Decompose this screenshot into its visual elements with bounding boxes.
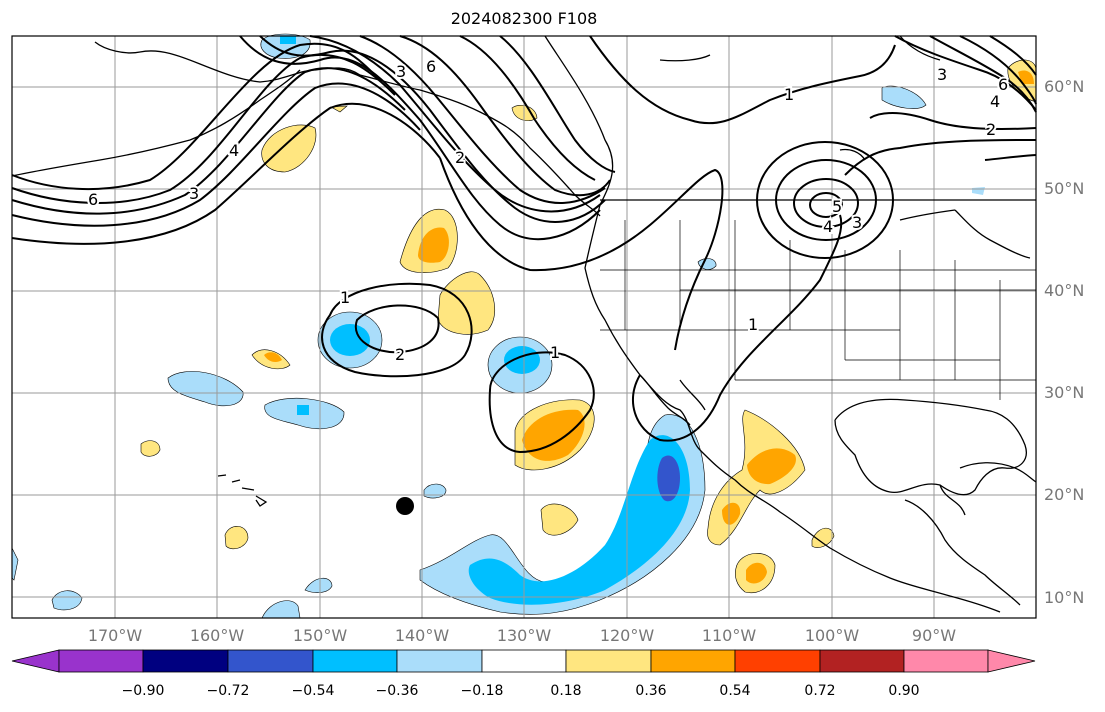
lat-label-20N: 20°N — [1044, 485, 1085, 504]
contour-label: 1 — [550, 343, 560, 362]
lon-label-110W: 110°W — [701, 626, 757, 645]
contour-label: 1 — [748, 315, 758, 334]
colorbar-tick: −0.36 — [375, 683, 419, 699]
contour-label: 2 — [986, 120, 996, 139]
lat-label-10N: 10°N — [1044, 588, 1085, 607]
lon-label-90W: 90°W — [911, 626, 957, 645]
lon-label-170W: 170°W — [87, 626, 143, 645]
colorbar-tick: 0.36 — [635, 683, 667, 699]
contour-label: 1 — [340, 288, 350, 307]
contour-label: 4 — [823, 217, 833, 236]
graticule — [12, 36, 1036, 618]
contour-label: 2 — [395, 345, 405, 364]
contour-label: 3 — [189, 184, 199, 203]
colorbar-tick: −0.54 — [291, 683, 335, 699]
lat-label-40N: 40°N — [1044, 281, 1085, 300]
lon-label-100W: 100°W — [804, 626, 860, 645]
lon-label-120W: 120°W — [599, 626, 655, 645]
colorbar-tick: 0.18 — [550, 683, 582, 699]
shaded-fields — [11, 33, 1037, 619]
contour-labels: 6 3 4 3 6 2 1 2 1 1 1 5 4 3 2 3 4 6 — [86, 55, 1010, 366]
lat-label-30N: 30°N — [1044, 383, 1085, 402]
contour-label: 4 — [229, 141, 239, 160]
colorbar-tick: −0.18 — [460, 683, 504, 699]
contour-label: 5 — [832, 197, 842, 216]
state-borders — [600, 220, 1036, 400]
colorbar-extend-high — [987, 649, 1036, 673]
location-marker — [396, 497, 414, 515]
contours — [11, 35, 1037, 454]
negative-plume-core — [468, 435, 690, 605]
contour-label: 3 — [396, 62, 406, 81]
negative-plume-max — [657, 455, 680, 502]
colorbar-tick: −0.90 — [121, 683, 165, 699]
lon-label-140W: 140°W — [394, 626, 450, 645]
lon-label-150W: 150°W — [292, 626, 348, 645]
map-title: 2024082300 F108 — [450, 9, 598, 28]
colorbar-tick: 0.72 — [804, 683, 836, 699]
contour-label: 4 — [990, 92, 1000, 111]
lon-label-130W: 130°W — [496, 626, 552, 645]
contour-label: 6 — [426, 57, 436, 76]
contour-label: 2 — [455, 148, 465, 167]
contour-label: 6 — [88, 190, 98, 209]
map-frame — [11, 35, 1037, 619]
lat-label-60N: 60°N — [1044, 77, 1085, 96]
contour-label: 3 — [852, 213, 862, 232]
colorbar-tick: 0.54 — [719, 683, 751, 699]
colorbar-tick: 0.90 — [888, 683, 920, 699]
lon-label-160W: 160°W — [189, 626, 245, 645]
contour-label: 3 — [937, 65, 947, 84]
colorbar-tick: −0.72 — [206, 683, 250, 699]
lat-label-50N: 50°N — [1044, 179, 1085, 198]
contour-label: 1 — [784, 85, 794, 104]
contour-label: 6 — [998, 75, 1008, 94]
colorbar — [11, 649, 1036, 673]
colorbar-extend-low — [11, 649, 60, 673]
